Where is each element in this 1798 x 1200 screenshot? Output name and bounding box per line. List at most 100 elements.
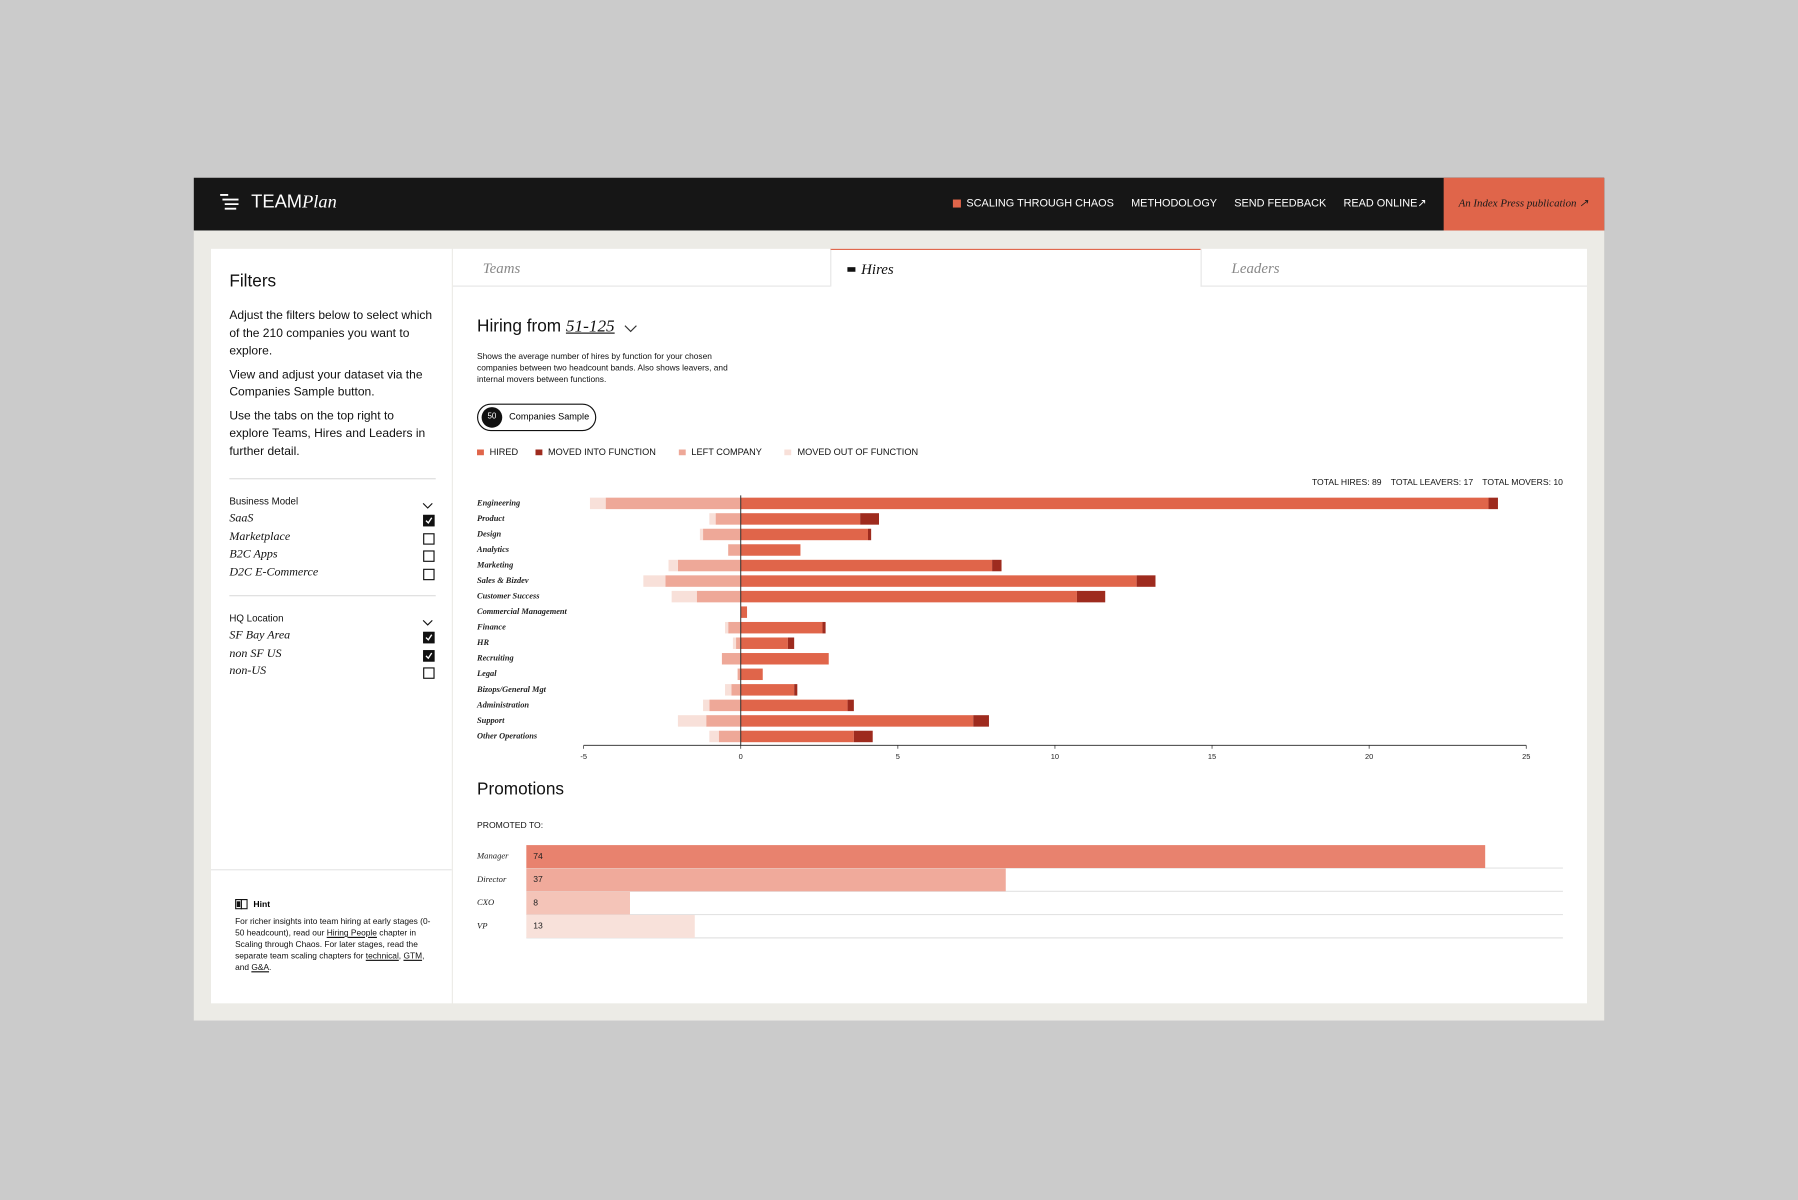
bar-segment bbox=[787, 637, 795, 649]
nav-label: METHODOLOGY bbox=[1131, 197, 1218, 210]
total: TOTAL LEAVERS: 17 bbox=[1390, 477, 1474, 488]
checkbox[interactable] bbox=[423, 667, 435, 680]
checkbox[interactable] bbox=[423, 550, 435, 563]
publication-block[interactable] bbox=[1443, 177, 1605, 231]
promotions-subtitle: PROMOTED TO: bbox=[477, 819, 544, 831]
legend-item[interactable]: HIRED bbox=[477, 447, 518, 458]
checkbox[interactable] bbox=[423, 514, 435, 527]
promo-value: 13 bbox=[533, 921, 543, 931]
bar-segment bbox=[740, 559, 993, 572]
bar-segment bbox=[973, 715, 989, 727]
promo-bar bbox=[526, 914, 695, 938]
category-label: Engineering bbox=[476, 498, 520, 507]
x-tick-label: 25 bbox=[1522, 752, 1530, 761]
bar-segment bbox=[740, 699, 848, 712]
bar-segment bbox=[1076, 590, 1106, 603]
category-label: Sales & Bizdev bbox=[477, 576, 529, 585]
x-tick-label: 20 bbox=[1365, 752, 1373, 761]
tab-label: Teams bbox=[482, 259, 521, 277]
filter-panel bbox=[210, 248, 452, 1004]
bar-segment bbox=[677, 715, 707, 727]
legend-label: MOVED INTO FUNCTION bbox=[547, 447, 656, 458]
hint-text: , bbox=[398, 950, 404, 961]
bar-segment bbox=[732, 637, 737, 649]
bar-segment bbox=[847, 699, 854, 712]
nav-marker bbox=[952, 199, 961, 208]
category-label: HR bbox=[476, 638, 490, 647]
bar-segment bbox=[740, 621, 823, 634]
group-toggle[interactable] bbox=[422, 495, 433, 509]
group-toggle[interactable] bbox=[422, 612, 433, 626]
category-label: Product bbox=[477, 514, 505, 523]
bar-segment bbox=[589, 497, 606, 510]
tab[interactable]: Leaders bbox=[1200, 248, 1588, 287]
range-select[interactable]: 51-125 bbox=[565, 317, 615, 336]
bar-segment bbox=[728, 621, 741, 634]
x-tick-label: -5 bbox=[580, 752, 587, 761]
nav-item[interactable]: SCALING THROUGH CHAOS bbox=[952, 197, 1114, 210]
legend-item[interactable]: MOVED OUT OF FUNCTION bbox=[784, 447, 918, 458]
hint-link[interactable]: G&A bbox=[251, 962, 270, 973]
bar-segment bbox=[731, 684, 741, 696]
nav-label: SEND FEEDBACK bbox=[1234, 197, 1327, 210]
bar-segment bbox=[671, 590, 697, 603]
bar-segment bbox=[665, 575, 741, 587]
category-label: Other Operations bbox=[477, 731, 537, 740]
hint-link[interactable]: Hiring People bbox=[326, 927, 377, 938]
totals: TOTAL HIRES: 89 TOTAL LEAVERS: 17 TOTAL MO… bbox=[1312, 477, 1563, 487]
bar-segment bbox=[740, 497, 1489, 510]
checkbox[interactable] bbox=[423, 631, 435, 644]
category-label: Design bbox=[476, 529, 502, 538]
bar-segment bbox=[740, 513, 861, 525]
promo-label: Manager bbox=[476, 851, 509, 861]
tab[interactable]: Hires bbox=[830, 248, 1201, 287]
promo-bar bbox=[526, 845, 1486, 869]
bar-segment bbox=[721, 653, 741, 665]
bar-segment bbox=[728, 544, 741, 556]
bar-segment bbox=[740, 575, 1137, 587]
bar-segment bbox=[668, 559, 678, 572]
bar-segment bbox=[703, 528, 741, 541]
nav-item[interactable]: READ ONLINE↗ bbox=[1343, 197, 1426, 210]
nav-item[interactable]: SEND FEEDBACK bbox=[1234, 197, 1326, 210]
total: TOTAL MOVERS: 10 bbox=[1482, 477, 1563, 488]
category-label: Finance bbox=[476, 623, 506, 632]
promo-value: 74 bbox=[533, 851, 543, 861]
promo-label: CXO bbox=[477, 897, 494, 907]
tab-label: Hires bbox=[861, 260, 894, 278]
companies-sample-button[interactable] bbox=[477, 403, 597, 432]
logo-icon bbox=[220, 194, 239, 210]
x-tick-label: 15 bbox=[1208, 752, 1216, 761]
bar-segment bbox=[740, 668, 763, 681]
bar-segment bbox=[740, 528, 869, 541]
category-label: Support bbox=[477, 716, 505, 725]
bar-segment bbox=[740, 544, 801, 556]
category-label: Legal bbox=[476, 669, 497, 678]
bar-segment bbox=[709, 730, 719, 743]
logo[interactable]: TEAMPlan bbox=[251, 193, 337, 214]
check-mark bbox=[425, 634, 433, 641]
hint-text: , and bbox=[235, 950, 425, 973]
tab[interactable]: Teams bbox=[452, 249, 831, 287]
hint-text: For richer insights into team hiring at … bbox=[235, 916, 431, 938]
nav-item[interactable]: METHODOLOGY bbox=[1131, 197, 1217, 210]
legend-swatch bbox=[477, 449, 484, 456]
hint-link[interactable]: technical bbox=[365, 950, 399, 961]
hint-title: Hint bbox=[253, 898, 271, 910]
bar-segment bbox=[709, 699, 741, 712]
hint-text: . bbox=[269, 962, 272, 973]
x-tick-label: 5 bbox=[896, 752, 900, 761]
dropdown-chevron[interactable] bbox=[624, 325, 638, 334]
bar-segment bbox=[740, 653, 829, 665]
hint-link[interactable]: GTM bbox=[403, 950, 423, 961]
legend-item[interactable]: LEFT COMPANY bbox=[678, 447, 762, 458]
bar-segment bbox=[740, 590, 1077, 603]
legend-item[interactable]: MOVED INTO FUNCTION bbox=[535, 447, 656, 458]
checkbox[interactable] bbox=[423, 568, 435, 580]
publication[interactable]: An Index Press publication ↗ bbox=[1458, 198, 1589, 210]
checkbox[interactable] bbox=[423, 649, 435, 662]
group-title: Business Model bbox=[229, 495, 299, 507]
check-mark bbox=[425, 652, 433, 659]
checkbox[interactable] bbox=[423, 532, 435, 545]
